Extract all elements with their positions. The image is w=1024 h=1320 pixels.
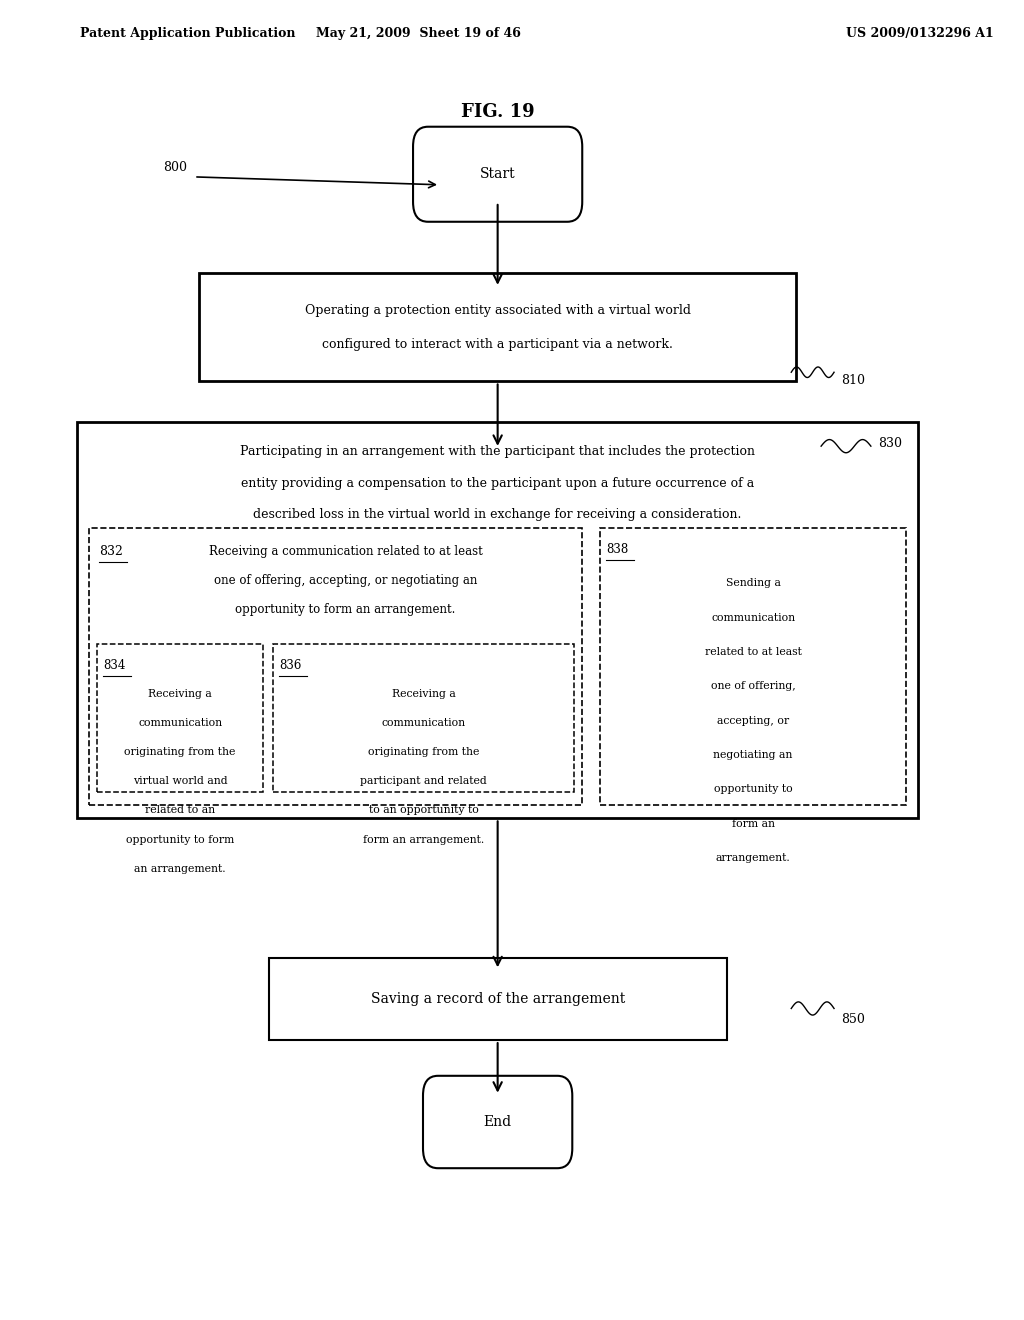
- Text: May 21, 2009  Sheet 19 of 46: May 21, 2009 Sheet 19 of 46: [315, 26, 520, 40]
- FancyBboxPatch shape: [413, 127, 583, 222]
- Text: related to an: related to an: [145, 805, 215, 816]
- Text: End: End: [483, 1115, 512, 1129]
- Text: 800: 800: [163, 161, 187, 174]
- Text: opportunity to form: opportunity to form: [126, 834, 234, 845]
- Text: entity providing a compensation to the participant upon a future occurrence of a: entity providing a compensation to the p…: [241, 477, 755, 490]
- Text: Operating a protection entity associated with a virtual world: Operating a protection entity associated…: [305, 304, 690, 317]
- Text: Start: Start: [480, 168, 515, 181]
- Text: 838: 838: [606, 543, 629, 556]
- Text: opportunity to form an arrangement.: opportunity to form an arrangement.: [236, 603, 456, 616]
- Text: negotiating an: negotiating an: [714, 750, 793, 760]
- FancyBboxPatch shape: [268, 958, 727, 1040]
- Text: to an opportunity to: to an opportunity to: [369, 805, 478, 816]
- Text: one of offering, accepting, or negotiating an: one of offering, accepting, or negotiati…: [214, 574, 477, 587]
- Text: 830: 830: [878, 437, 902, 450]
- Text: FIG. 19: FIG. 19: [461, 103, 535, 121]
- Text: form an: form an: [732, 818, 775, 829]
- Text: Receiving a communication related to at least: Receiving a communication related to at …: [209, 545, 482, 558]
- Text: communication: communication: [711, 612, 796, 623]
- Text: configured to interact with a participant via a network.: configured to interact with a participan…: [323, 338, 673, 351]
- Text: Participating in an arrangement with the participant that includes the protectio: Participating in an arrangement with the…: [241, 445, 755, 458]
- Text: Receiving a: Receiving a: [392, 689, 456, 700]
- FancyBboxPatch shape: [199, 273, 797, 381]
- Text: related to at least: related to at least: [705, 647, 802, 657]
- Text: accepting, or: accepting, or: [717, 715, 790, 726]
- Text: communication: communication: [382, 718, 466, 729]
- Text: arrangement.: arrangement.: [716, 853, 791, 863]
- Text: communication: communication: [138, 718, 222, 729]
- FancyBboxPatch shape: [423, 1076, 572, 1168]
- Text: participant and related: participant and related: [360, 776, 487, 787]
- FancyBboxPatch shape: [97, 644, 263, 792]
- Text: one of offering,: one of offering,: [711, 681, 796, 692]
- Text: 836: 836: [280, 659, 301, 672]
- Text: US 2009/0132296 A1: US 2009/0132296 A1: [846, 26, 993, 40]
- Text: opportunity to: opportunity to: [714, 784, 793, 795]
- Text: virtual world and: virtual world and: [133, 776, 227, 787]
- Text: originating from the: originating from the: [125, 747, 236, 758]
- Text: Sending a: Sending a: [726, 578, 780, 589]
- Text: 834: 834: [103, 659, 125, 672]
- Text: Patent Application Publication: Patent Application Publication: [80, 26, 295, 40]
- Text: Saving a record of the arrangement: Saving a record of the arrangement: [371, 993, 625, 1006]
- Text: form an arrangement.: form an arrangement.: [364, 834, 484, 845]
- Text: described loss in the virtual world in exchange for receiving a consideration.: described loss in the virtual world in e…: [254, 508, 741, 521]
- FancyBboxPatch shape: [273, 644, 574, 792]
- FancyBboxPatch shape: [600, 528, 906, 805]
- Text: an arrangement.: an arrangement.: [134, 863, 226, 874]
- Text: 850: 850: [841, 1012, 865, 1026]
- Text: 810: 810: [841, 374, 865, 387]
- FancyBboxPatch shape: [89, 528, 583, 805]
- FancyBboxPatch shape: [77, 422, 919, 818]
- Text: originating from the: originating from the: [368, 747, 479, 758]
- Text: Receiving a: Receiving a: [148, 689, 212, 700]
- Text: 832: 832: [99, 545, 123, 558]
